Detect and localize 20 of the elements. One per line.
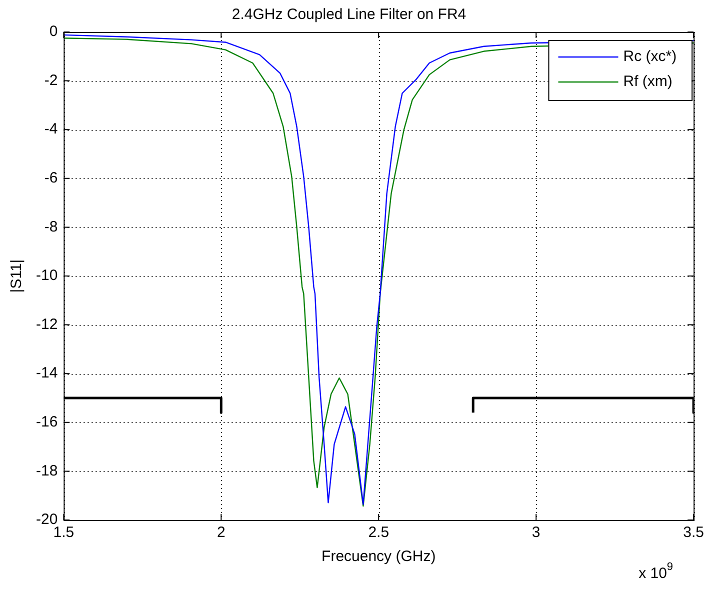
y-tick-label: -6 xyxy=(44,170,58,187)
y-tick-label: -16 xyxy=(36,414,58,431)
y-tick-label: 0 xyxy=(49,23,58,40)
chart-title: 2.4GHz Coupled Line Filter on FR4 xyxy=(232,6,466,24)
x-tick-label: 2.5 xyxy=(368,524,390,542)
x-axis-title: Frecuency (GHz) xyxy=(322,548,436,566)
legend-label: Rc (xc*) xyxy=(623,48,677,66)
x-tick-label: 3.5 xyxy=(683,524,704,542)
x-tick-label: 2 xyxy=(216,524,226,542)
x-tick-label: 3 xyxy=(532,524,540,542)
y-tick-label: -18 xyxy=(36,462,58,480)
y-tick-label: -4 xyxy=(44,120,58,138)
y-tick-label: -2 xyxy=(44,72,58,89)
y-tick-label: -12 xyxy=(36,316,58,333)
y-tick-label: -14 xyxy=(36,364,58,382)
y-tick-label: -10 xyxy=(36,267,58,284)
legend-label: Rf (xm) xyxy=(623,73,672,90)
y-tick-label: -8 xyxy=(44,218,58,236)
y-axis-title: |S11| xyxy=(8,259,26,293)
x-tick-label: 1.5 xyxy=(53,524,74,542)
